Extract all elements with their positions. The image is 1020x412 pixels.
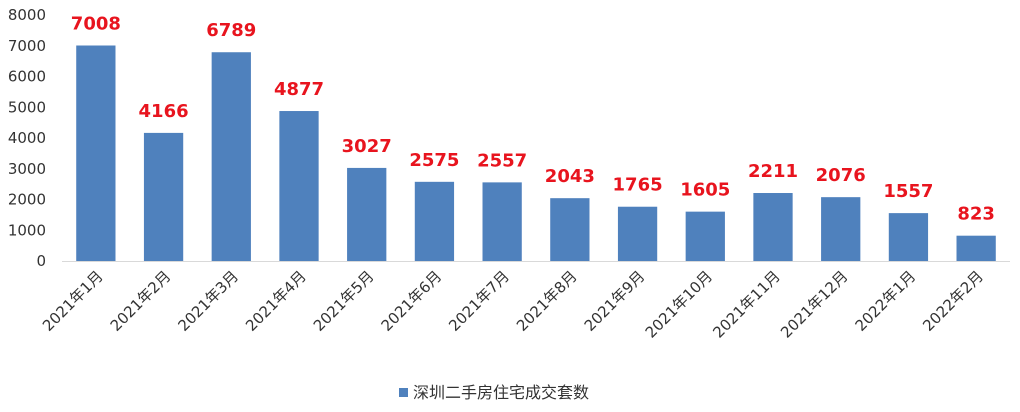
data-label: 6789	[206, 20, 256, 41]
x-tick-label: 2021年6月	[378, 267, 446, 335]
data-label: 3027	[342, 136, 392, 157]
x-tick-label: 2021年12月	[777, 267, 851, 341]
legend: 深圳二手房住宅成交套数	[399, 383, 589, 402]
legend-swatch	[399, 388, 408, 397]
bar	[550, 198, 590, 261]
data-label: 823	[957, 204, 995, 225]
x-tick-label: 2021年11月	[709, 267, 783, 341]
data-label: 7008	[71, 14, 121, 35]
data-label: 2575	[409, 150, 459, 171]
x-tick-label: 2022年2月	[919, 267, 987, 335]
y-tick-label: 7000	[8, 37, 46, 55]
data-label: 2043	[545, 166, 595, 187]
data-labels: 7008 4166 6789 4877 3027 2575 2557 2043 1765 1605…	[71, 14, 995, 225]
bar	[143, 132, 184, 261]
x-tick-label: 2021年2月	[107, 267, 175, 335]
y-tick-label: 2000	[8, 191, 46, 209]
y-tick-label: 8000	[8, 6, 46, 24]
bar	[414, 181, 455, 261]
y-tick-label: 1000	[8, 221, 46, 239]
x-tick-label: 2021年5月	[310, 267, 378, 335]
x-tick-label: 2022年1月	[852, 267, 920, 335]
x-tick-label: 2021年3月	[174, 267, 242, 335]
y-tick-label: 3000	[8, 160, 46, 178]
y-tick-label: 5000	[8, 98, 46, 116]
data-label: 2211	[748, 161, 798, 182]
bar	[347, 167, 387, 261]
y-axis-tick-labels: 0 1000 2000 3000 4000 5000 6000 7000 8000	[8, 6, 46, 270]
y-tick-label: 0	[36, 252, 46, 270]
data-label: 1557	[883, 181, 933, 202]
x-tick-label: 2021年10月	[642, 267, 716, 341]
bar	[617, 206, 658, 261]
x-tick-label: 2021年4月	[242, 267, 310, 335]
bar	[753, 193, 793, 261]
bar	[888, 213, 929, 261]
data-label: 4877	[274, 79, 324, 100]
bar	[279, 111, 319, 261]
x-tick-label: 2021年1月	[39, 267, 107, 335]
data-label: 1765	[613, 175, 663, 196]
bar	[482, 182, 522, 261]
bar-series	[76, 45, 996, 262]
y-tick-label: 6000	[8, 68, 46, 86]
legend-label: 深圳二手房住宅成交套数	[413, 383, 589, 402]
x-axis-tick-labels: 2021年1月 2021年2月 2021年3月 2021年4月 2021年5月 2021年…	[39, 267, 987, 341]
y-tick-label: 4000	[8, 129, 46, 147]
data-label: 1605	[680, 180, 730, 201]
x-tick-label: 2021年9月	[581, 267, 649, 335]
bar	[685, 211, 725, 261]
data-label: 2557	[477, 150, 527, 171]
bar	[821, 197, 861, 261]
bar	[211, 52, 251, 261]
x-tick-label: 2021年7月	[445, 267, 513, 335]
data-label: 4166	[139, 101, 189, 122]
bar	[76, 45, 116, 262]
bar	[956, 235, 996, 261]
data-label: 2076	[816, 165, 866, 186]
x-tick-label: 2021年8月	[513, 267, 581, 335]
